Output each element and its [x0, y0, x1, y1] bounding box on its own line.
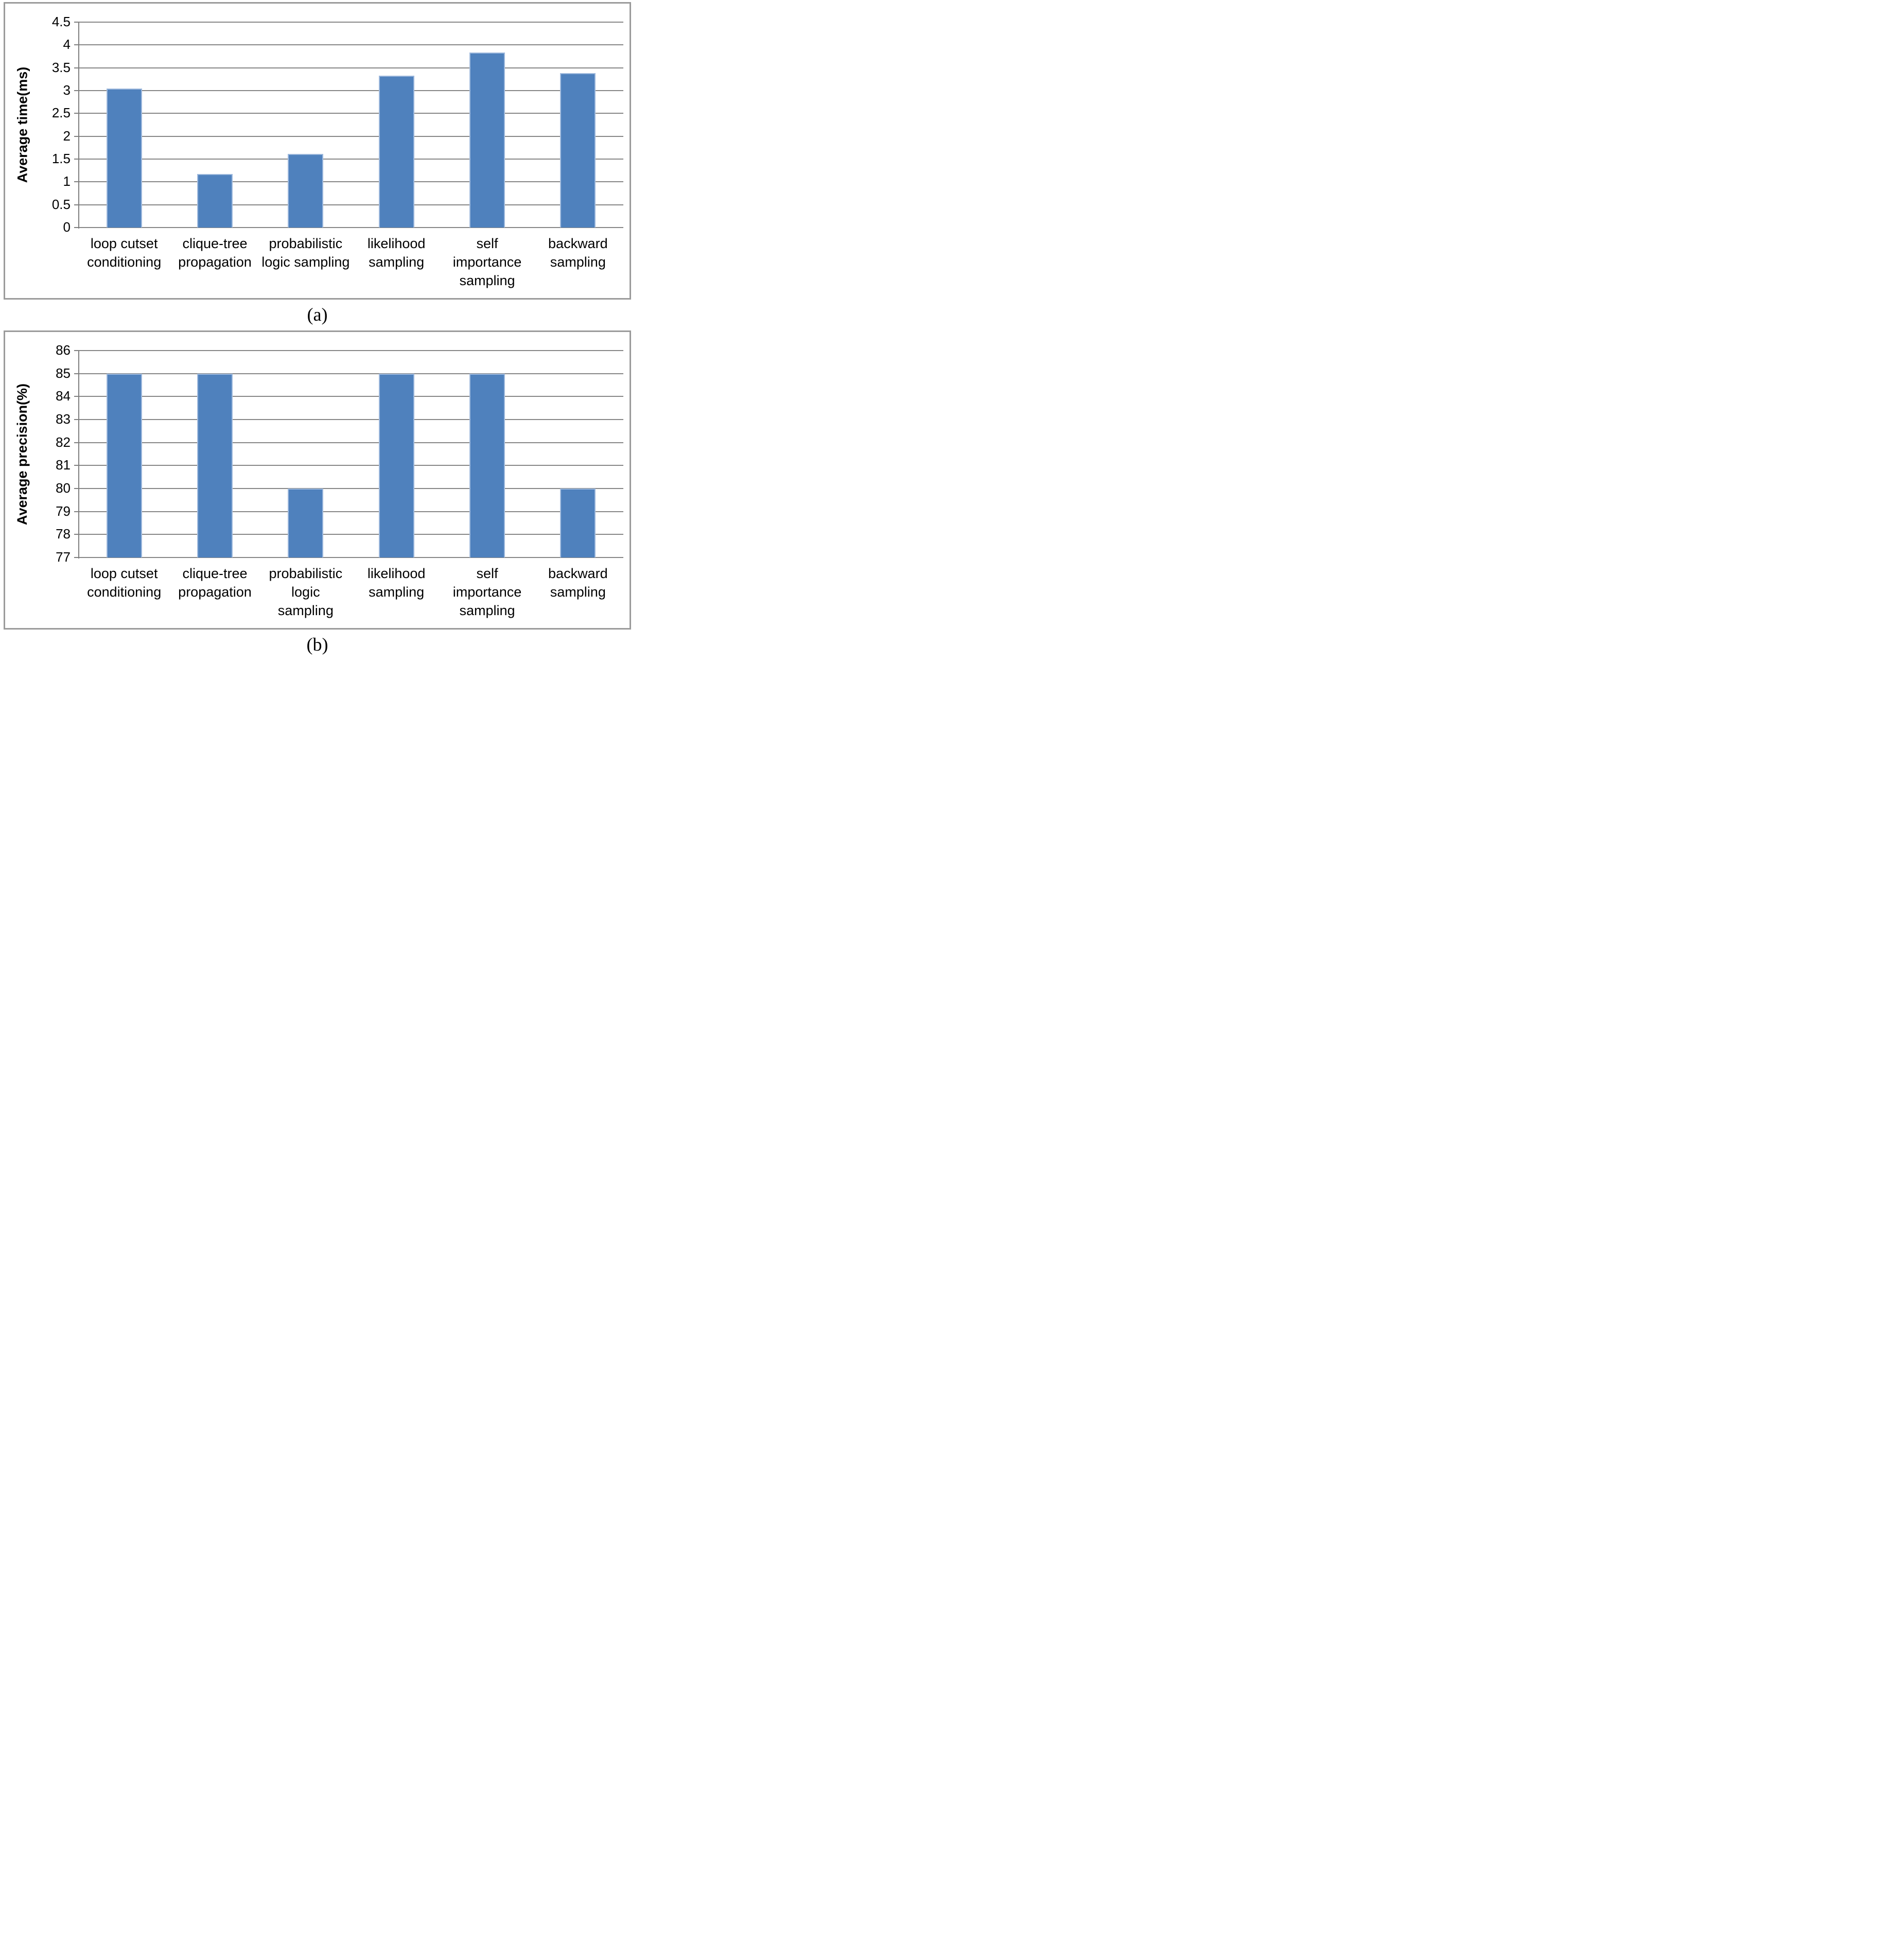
y-tick-mark: [74, 419, 79, 420]
y-tick-label: 0: [63, 219, 71, 235]
y-tick-label: 2.5: [51, 105, 71, 121]
y-tick-label: 3: [63, 82, 71, 98]
gridline: [79, 557, 623, 558]
y-tick-label: 4.5: [51, 14, 71, 29]
caption-b: (b): [306, 634, 328, 655]
bar: [560, 489, 596, 557]
y-tick-mark: [74, 44, 79, 46]
gridline: [79, 181, 623, 183]
y-axis-line: [78, 351, 79, 559]
y-tick-mark: [74, 534, 79, 535]
y-tick-label: 81: [56, 457, 71, 473]
bar: [106, 373, 142, 557]
caption-a: (a): [307, 304, 328, 325]
bar: [378, 75, 414, 228]
gridline: [79, 511, 623, 512]
y-tick-mark: [74, 557, 79, 558]
y-tick-label: 78: [56, 526, 71, 542]
y-tick-mark: [74, 113, 79, 114]
gridline: [79, 44, 623, 46]
category-label: likelihood sampling: [367, 566, 426, 600]
bar: [469, 373, 505, 557]
category-label: self importance sampling: [452, 236, 522, 288]
gridline: [79, 442, 623, 443]
bar: [288, 154, 324, 228]
panel-b: Average precision(%) 86 85 84 83 82 81 80 79 78 77…: [4, 330, 631, 630]
category-label: clique-tree propagation: [178, 236, 252, 270]
y-tick-mark: [74, 350, 79, 351]
y-tick-label: 1: [63, 173, 71, 189]
panel-a: Average time(ms) 4.5 4 3.5 3 2.5 2 1.5 1 0.5 0 loop…: [4, 2, 631, 300]
y-tick-mark: [74, 373, 79, 374]
y-tick-label: 0.5: [51, 196, 71, 212]
gridline: [79, 419, 623, 420]
gridline: [79, 396, 623, 397]
category-label: loop cutset conditioning: [87, 566, 162, 600]
category-label: probabilistic logic sampling: [269, 566, 343, 618]
category-label: self importance sampling: [452, 566, 522, 618]
y-tick-label: 1.5: [51, 151, 71, 166]
chart-a: Average time(ms) 4.5 4 3.5 3 2.5 2 1.5 1 0.5 0 loop…: [5, 4, 630, 298]
bar: [288, 489, 324, 557]
y-axis-line: [78, 22, 79, 229]
bar: [106, 88, 142, 228]
gridline: [79, 159, 623, 160]
category-label: loop cutset conditioning: [87, 236, 162, 270]
y-tick-mark: [74, 227, 79, 228]
bar: [197, 373, 233, 557]
y-tick-label: 85: [56, 365, 71, 381]
gridline: [79, 113, 623, 114]
gridline: [79, 67, 623, 68]
y-tick-mark: [74, 135, 79, 137]
y-tick-mark: [74, 22, 79, 23]
bar: [469, 53, 505, 228]
category-label: probabilistic logic sampling: [261, 236, 350, 270]
figure: Average time(ms) 4.5 4 3.5 3 2.5 2 1.5 1 0.5 0 loop…: [0, 0, 635, 658]
y-tick-label: 4: [63, 37, 71, 53]
category-label: likelihood sampling: [367, 236, 426, 270]
y-tick-label: 2: [63, 128, 71, 144]
y-axis-title: Average precision(%): [8, 351, 37, 557]
gridline: [79, 227, 623, 228]
y-axis-title-text: Average precision(%): [14, 383, 30, 525]
category-label: clique-tree propagation: [178, 566, 252, 600]
y-tick-mark: [74, 204, 79, 205]
y-tick-label: 83: [56, 411, 71, 427]
y-tick-mark: [74, 511, 79, 512]
y-tick-mark: [74, 67, 79, 68]
bar: [378, 373, 414, 557]
y-tick-label: 77: [56, 549, 71, 565]
y-tick-label: 84: [56, 388, 71, 404]
y-tick-mark: [74, 442, 79, 443]
gridline: [79, 204, 623, 205]
y-tick-mark: [74, 488, 79, 489]
gridline: [79, 90, 623, 91]
bar: [560, 73, 596, 228]
gridline: [79, 488, 623, 489]
y-tick-mark: [74, 396, 79, 397]
y-tick-mark: [74, 159, 79, 160]
chart-b: Average precision(%) 86 85 84 83 82 81 80 79 78 77…: [5, 332, 630, 628]
y-tick-label: 79: [56, 503, 71, 519]
y-tick-mark: [74, 465, 79, 466]
y-axis-title: Average time(ms): [8, 22, 37, 228]
y-tick-mark: [74, 90, 79, 91]
y-tick-label: 82: [56, 434, 71, 450]
y-tick-label: 3.5: [51, 59, 71, 75]
category-label: backward sampling: [548, 566, 608, 600]
y-tick-label: 80: [56, 480, 71, 496]
gridline: [79, 350, 623, 351]
bar: [197, 174, 233, 228]
gridline: [79, 465, 623, 466]
y-tick-label: 86: [56, 342, 71, 358]
gridline: [79, 534, 623, 535]
gridline: [79, 135, 623, 137]
y-tick-mark: [74, 181, 79, 183]
category-label: backward sampling: [548, 236, 608, 270]
gridline: [79, 373, 623, 374]
gridline: [79, 22, 623, 23]
